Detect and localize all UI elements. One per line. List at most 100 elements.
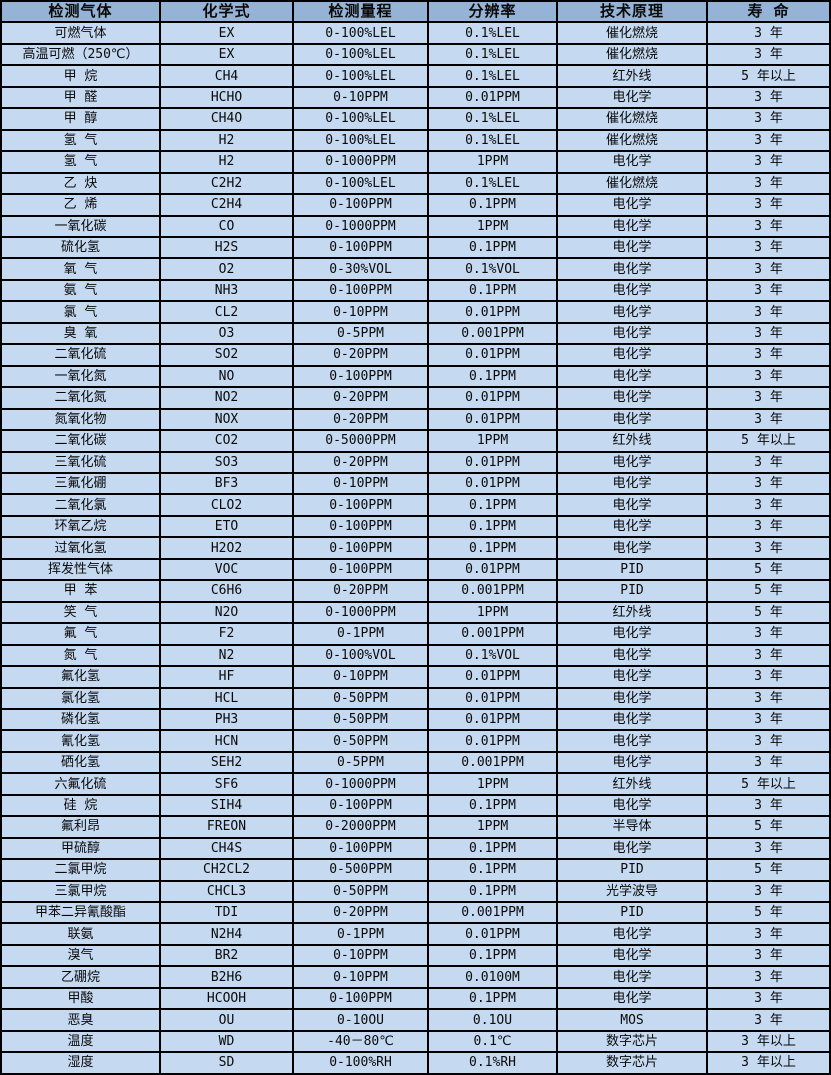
cell-range: 0-100%LEL <box>294 173 427 194</box>
cell-resolution: 0.1PPM <box>429 838 556 859</box>
cell-gas-name: 三氯甲烷 <box>2 881 159 902</box>
cell-lifespan: 3 年 <box>708 624 829 644</box>
cell-resolution: 0.01PPM <box>429 688 556 708</box>
cell-lifespan: 3 年 <box>708 109 829 129</box>
cell-formula: EX <box>161 44 292 65</box>
cell-lifespan: 5 年 <box>708 559 829 580</box>
table-row: 氢 气 H2 0-100%LEL 0.1%LEL 催化燃烧 3 年 <box>2 130 829 151</box>
table-row: 温度 WD -40－80℃ 0.1℃ 数字芯片 3 年以上 <box>2 1031 829 1052</box>
column-header-resolution: 分辨率 <box>429 2 556 22</box>
cell-resolution: 0.1PPM <box>429 795 556 816</box>
cell-gas-name: 高温可燃（250℃） <box>2 44 159 65</box>
cell-formula: VOC <box>161 559 292 580</box>
cell-gas-name: 氮氧化物 <box>2 409 159 430</box>
cell-resolution: 1PPM <box>429 774 556 794</box>
cell-gas-name: 二氧化碳 <box>2 431 159 451</box>
cell-gas-name: 乙硼烷 <box>2 967 159 987</box>
cell-principle: 电化学 <box>558 495 706 515</box>
cell-formula: BF3 <box>161 473 292 494</box>
cell-lifespan: 3 年 <box>708 44 829 65</box>
cell-gas-name: 氟化氢 <box>2 667 159 687</box>
cell-range: 0-2000PPM <box>294 817 427 837</box>
cell-resolution: 0.1℃ <box>429 1031 556 1052</box>
cell-principle: PID <box>558 559 706 580</box>
cell-range: 0-100PPM <box>294 795 427 816</box>
cell-formula: NO2 <box>161 388 292 408</box>
table-row: 甲 醇 CH4O 0-100%LEL 0.1%LEL 催化燃烧 3 年 <box>2 109 829 129</box>
cell-gas-name: 甲酸 <box>2 988 159 1009</box>
cell-formula: FREON <box>161 817 292 837</box>
cell-gas-name: 一氧化碳 <box>2 216 159 236</box>
cell-gas-name: 恶臭 <box>2 1010 159 1030</box>
cell-resolution: 0.01PPM <box>429 452 556 472</box>
column-header-gas-name: 检测气体 <box>2 2 159 22</box>
cell-range: 0-1000PPM <box>294 602 427 623</box>
cell-resolution: 0.1PPM <box>429 945 556 966</box>
cell-range: 0-100%LEL <box>294 23 427 43</box>
cell-gas-name: 氧 气 <box>2 259 159 279</box>
cell-resolution: 0.001PPM <box>429 581 556 601</box>
table-row: 三氟化硼 BF3 0-10PPM 0.01PPM 电化学 3 年 <box>2 473 829 494</box>
cell-lifespan: 5 年以上 <box>708 431 829 451</box>
cell-range: 0-1000PPM <box>294 774 427 794</box>
cell-principle: 催化燃烧 <box>558 109 706 129</box>
cell-formula: C2H4 <box>161 195 292 215</box>
cell-principle: 红外线 <box>558 774 706 794</box>
cell-formula: SEH2 <box>161 752 292 773</box>
cell-principle: 光学波导 <box>558 881 706 902</box>
cell-gas-name: 氟利昂 <box>2 817 159 837</box>
cell-range: 0-100PPM <box>294 366 427 387</box>
cell-range: 0-10PPM <box>294 302 427 322</box>
cell-range: 0-10PPM <box>294 667 427 687</box>
table-row: 氮 气 N2 0-100%VOL 0.1%VOL 电化学 3 年 <box>2 645 829 666</box>
cell-gas-name: 挥发性气体 <box>2 559 159 580</box>
cell-formula: CH4O <box>161 109 292 129</box>
cell-range: 0-100PPM <box>294 237 427 258</box>
table-row: 溴气 BR2 0-10PPM 0.1PPM 电化学 3 年 <box>2 945 829 966</box>
cell-formula: H2 <box>161 130 292 151</box>
table-row: 硅 烷 SIH4 0-100PPM 0.1PPM 电化学 3 年 <box>2 795 829 816</box>
cell-range: -40－80℃ <box>294 1031 427 1052</box>
cell-lifespan: 5 年 <box>708 903 829 923</box>
table-row: 乙 烯 C2H4 0-100PPM 0.1PPM 电化学 3 年 <box>2 195 829 215</box>
cell-principle: 电化学 <box>558 345 706 365</box>
cell-principle: 电化学 <box>558 259 706 279</box>
cell-resolution: 0.1%LEL <box>429 66 556 86</box>
cell-principle: 电化学 <box>558 645 706 666</box>
cell-gas-name: 氮 气 <box>2 645 159 666</box>
table-row: 甲酸 HCOOH 0-100PPM 0.1PPM 电化学 3 年 <box>2 988 829 1009</box>
cell-range: 0-10OU <box>294 1010 427 1030</box>
cell-range: 0-500PPM <box>294 860 427 880</box>
table-row: 环氧乙烷 ETO 0-100PPM 0.1PPM 电化学 3 年 <box>2 516 829 537</box>
cell-lifespan: 3 年 <box>708 23 829 43</box>
cell-resolution: 0.1PPM <box>429 237 556 258</box>
cell-lifespan: 3 年 <box>708 709 829 730</box>
table-row: 甲硫醇 CH4S 0-100PPM 0.1PPM 电化学 3 年 <box>2 838 829 859</box>
cell-principle: 电化学 <box>558 709 706 730</box>
cell-lifespan: 5 年 <box>708 602 829 623</box>
cell-range: 0-50PPM <box>294 688 427 708</box>
cell-principle: 电化学 <box>558 87 706 108</box>
cell-principle: 数字芯片 <box>558 1053 706 1073</box>
cell-formula: F2 <box>161 624 292 644</box>
cell-range: 0-5PPM <box>294 323 427 344</box>
cell-formula: EX <box>161 23 292 43</box>
cell-principle: 电化学 <box>558 838 706 859</box>
cell-lifespan: 3 年 <box>708 645 829 666</box>
cell-formula: TDI <box>161 903 292 923</box>
cell-resolution: 0.1%LEL <box>429 109 556 129</box>
cell-range: 0-20PPM <box>294 345 427 365</box>
cell-formula: HF <box>161 667 292 687</box>
cell-formula: NH3 <box>161 280 292 301</box>
cell-principle: 电化学 <box>558 237 706 258</box>
table-row: 恶臭 OU 0-10OU 0.1OU MOS 3 年 <box>2 1010 829 1030</box>
cell-gas-name: 六氟化硫 <box>2 774 159 794</box>
table-row: 二氯甲烷 CH2CL2 0-500PPM 0.1PPM PID 5 年 <box>2 860 829 880</box>
cell-principle: 电化学 <box>558 538 706 558</box>
cell-range: 0-1PPM <box>294 624 427 644</box>
cell-range: 0-100PPM <box>294 195 427 215</box>
cell-principle: 电化学 <box>558 280 706 301</box>
table-row: 过氧化氢 H2O2 0-100PPM 0.1PPM 电化学 3 年 <box>2 538 829 558</box>
cell-resolution: 0.001PPM <box>429 624 556 644</box>
